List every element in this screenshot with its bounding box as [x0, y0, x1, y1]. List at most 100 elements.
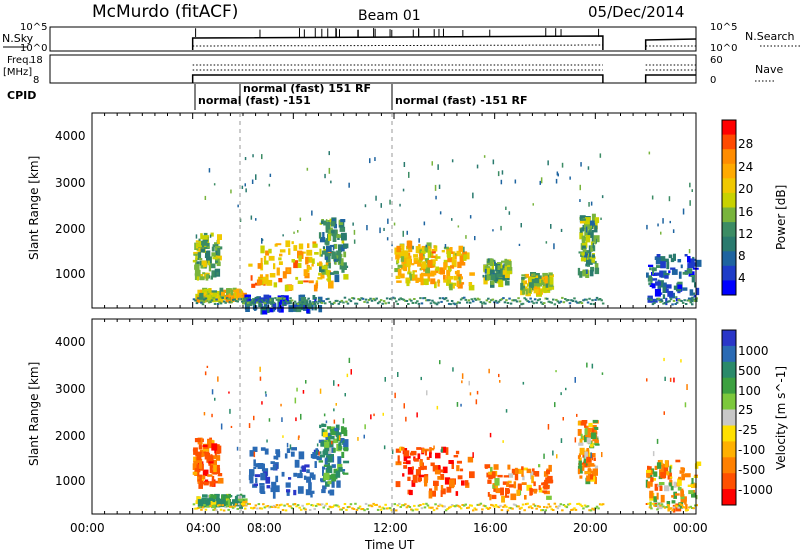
velocity-cell [646, 470, 651, 478]
power-ground-cell [263, 302, 267, 305]
velocity-cell [670, 485, 674, 491]
velocity-cell [208, 463, 214, 466]
velocity-cell [316, 443, 319, 447]
power-cell [439, 211, 442, 215]
velocity-cell [276, 452, 279, 460]
power-cell [325, 269, 330, 276]
velocity-cell [493, 464, 499, 470]
velocity-cell [647, 481, 651, 489]
power-cell [586, 260, 590, 265]
power-ground-cell [281, 297, 285, 300]
power-colorbar-swatch [722, 280, 736, 296]
power-cell [466, 252, 470, 260]
power-ground-cell [665, 301, 668, 303]
power-cell [590, 245, 593, 252]
velocity-cell [265, 476, 271, 484]
velocity-cell [476, 390, 479, 395]
velocity-ground-cell [318, 503, 321, 506]
nsky-trace [191, 35, 604, 50]
velocity-ground-cell [407, 504, 410, 507]
power-ground-cell [286, 301, 289, 304]
power-cell [427, 250, 431, 258]
velocity-ground-cell [296, 504, 300, 507]
power-cell [215, 291, 220, 294]
velocity-ground-cell [408, 506, 412, 508]
power-ground-cell [283, 297, 286, 300]
power-cell [587, 166, 590, 170]
power-cell [498, 278, 504, 281]
power-cell [447, 276, 453, 280]
velocity-cell [293, 489, 297, 496]
power-cell [330, 230, 335, 234]
power-cell [649, 267, 652, 271]
velocity-cell [677, 478, 682, 486]
velocity-cell [323, 472, 330, 480]
power-cell [424, 258, 430, 264]
power-ground-cell [230, 301, 233, 304]
power-ground-cell [207, 301, 211, 304]
velocity-cell [306, 469, 310, 474]
velocity-cell [207, 439, 212, 444]
power-ground-cell [198, 297, 202, 300]
velocity-cell [197, 481, 200, 484]
power-ground-cell [695, 297, 698, 300]
power-ground-cell [657, 297, 661, 300]
velocity-ground-cell [201, 506, 205, 509]
power-cell [591, 259, 595, 263]
power-cell [298, 243, 304, 250]
power-cell [303, 304, 306, 310]
power-ground-cell [376, 302, 380, 305]
power-cell [199, 258, 203, 261]
velocity-ground-cell [540, 509, 543, 512]
power-cell [492, 229, 494, 232]
power-cell [299, 251, 304, 259]
power-cell [670, 258, 675, 263]
velocity-ytick: 1000 [55, 474, 86, 488]
power-ground-cell [296, 303, 300, 305]
velocity-cell [211, 455, 217, 460]
power-ground-cell [364, 298, 368, 301]
power-cell [196, 276, 200, 281]
power-cell [333, 271, 339, 275]
power-cell [446, 282, 451, 286]
power-cell [278, 301, 282, 307]
velocity-cell [326, 465, 333, 473]
power-cell [259, 304, 263, 308]
power-colorbar-swatch [722, 265, 736, 281]
velocity-cell [403, 465, 408, 469]
power-cell [195, 255, 198, 261]
velocity-cell [521, 466, 524, 470]
power-cell [250, 275, 253, 281]
power-cell [220, 294, 226, 298]
velocity-cell [659, 485, 663, 491]
velocity-cell [436, 405, 439, 410]
velocity-cell [325, 436, 330, 441]
velocity-cell [312, 474, 316, 480]
power-cell [300, 297, 307, 304]
velocity-ground-cell [245, 503, 248, 506]
power-ground-cell [568, 302, 572, 305]
power-cell [387, 218, 389, 224]
velocity-ground-cell [399, 505, 402, 508]
velocity-cell [298, 451, 305, 460]
velocity-ground-cell [416, 508, 419, 511]
power-cell [243, 297, 248, 302]
velocity-cell [453, 455, 459, 458]
power-ground-cell [549, 301, 552, 304]
power-ground-cell [330, 302, 333, 305]
velocity-cell [327, 490, 333, 494]
velocity-cell [423, 476, 428, 483]
velocity-cell [666, 501, 671, 505]
velocity-cell [217, 473, 223, 477]
power-ground-cell [203, 298, 206, 301]
velocity-ground-cell [558, 505, 561, 508]
velocity-cell [322, 469, 324, 476]
power-cell [421, 272, 426, 277]
power-cell [313, 297, 317, 300]
power-ground-cell [194, 299, 197, 302]
power-ground-cell [268, 300, 271, 303]
velocity-ground-cell [349, 503, 353, 506]
power-ground-cell [331, 302, 335, 305]
velocity-cell [342, 427, 347, 432]
velocity-ground-cell [591, 507, 594, 510]
